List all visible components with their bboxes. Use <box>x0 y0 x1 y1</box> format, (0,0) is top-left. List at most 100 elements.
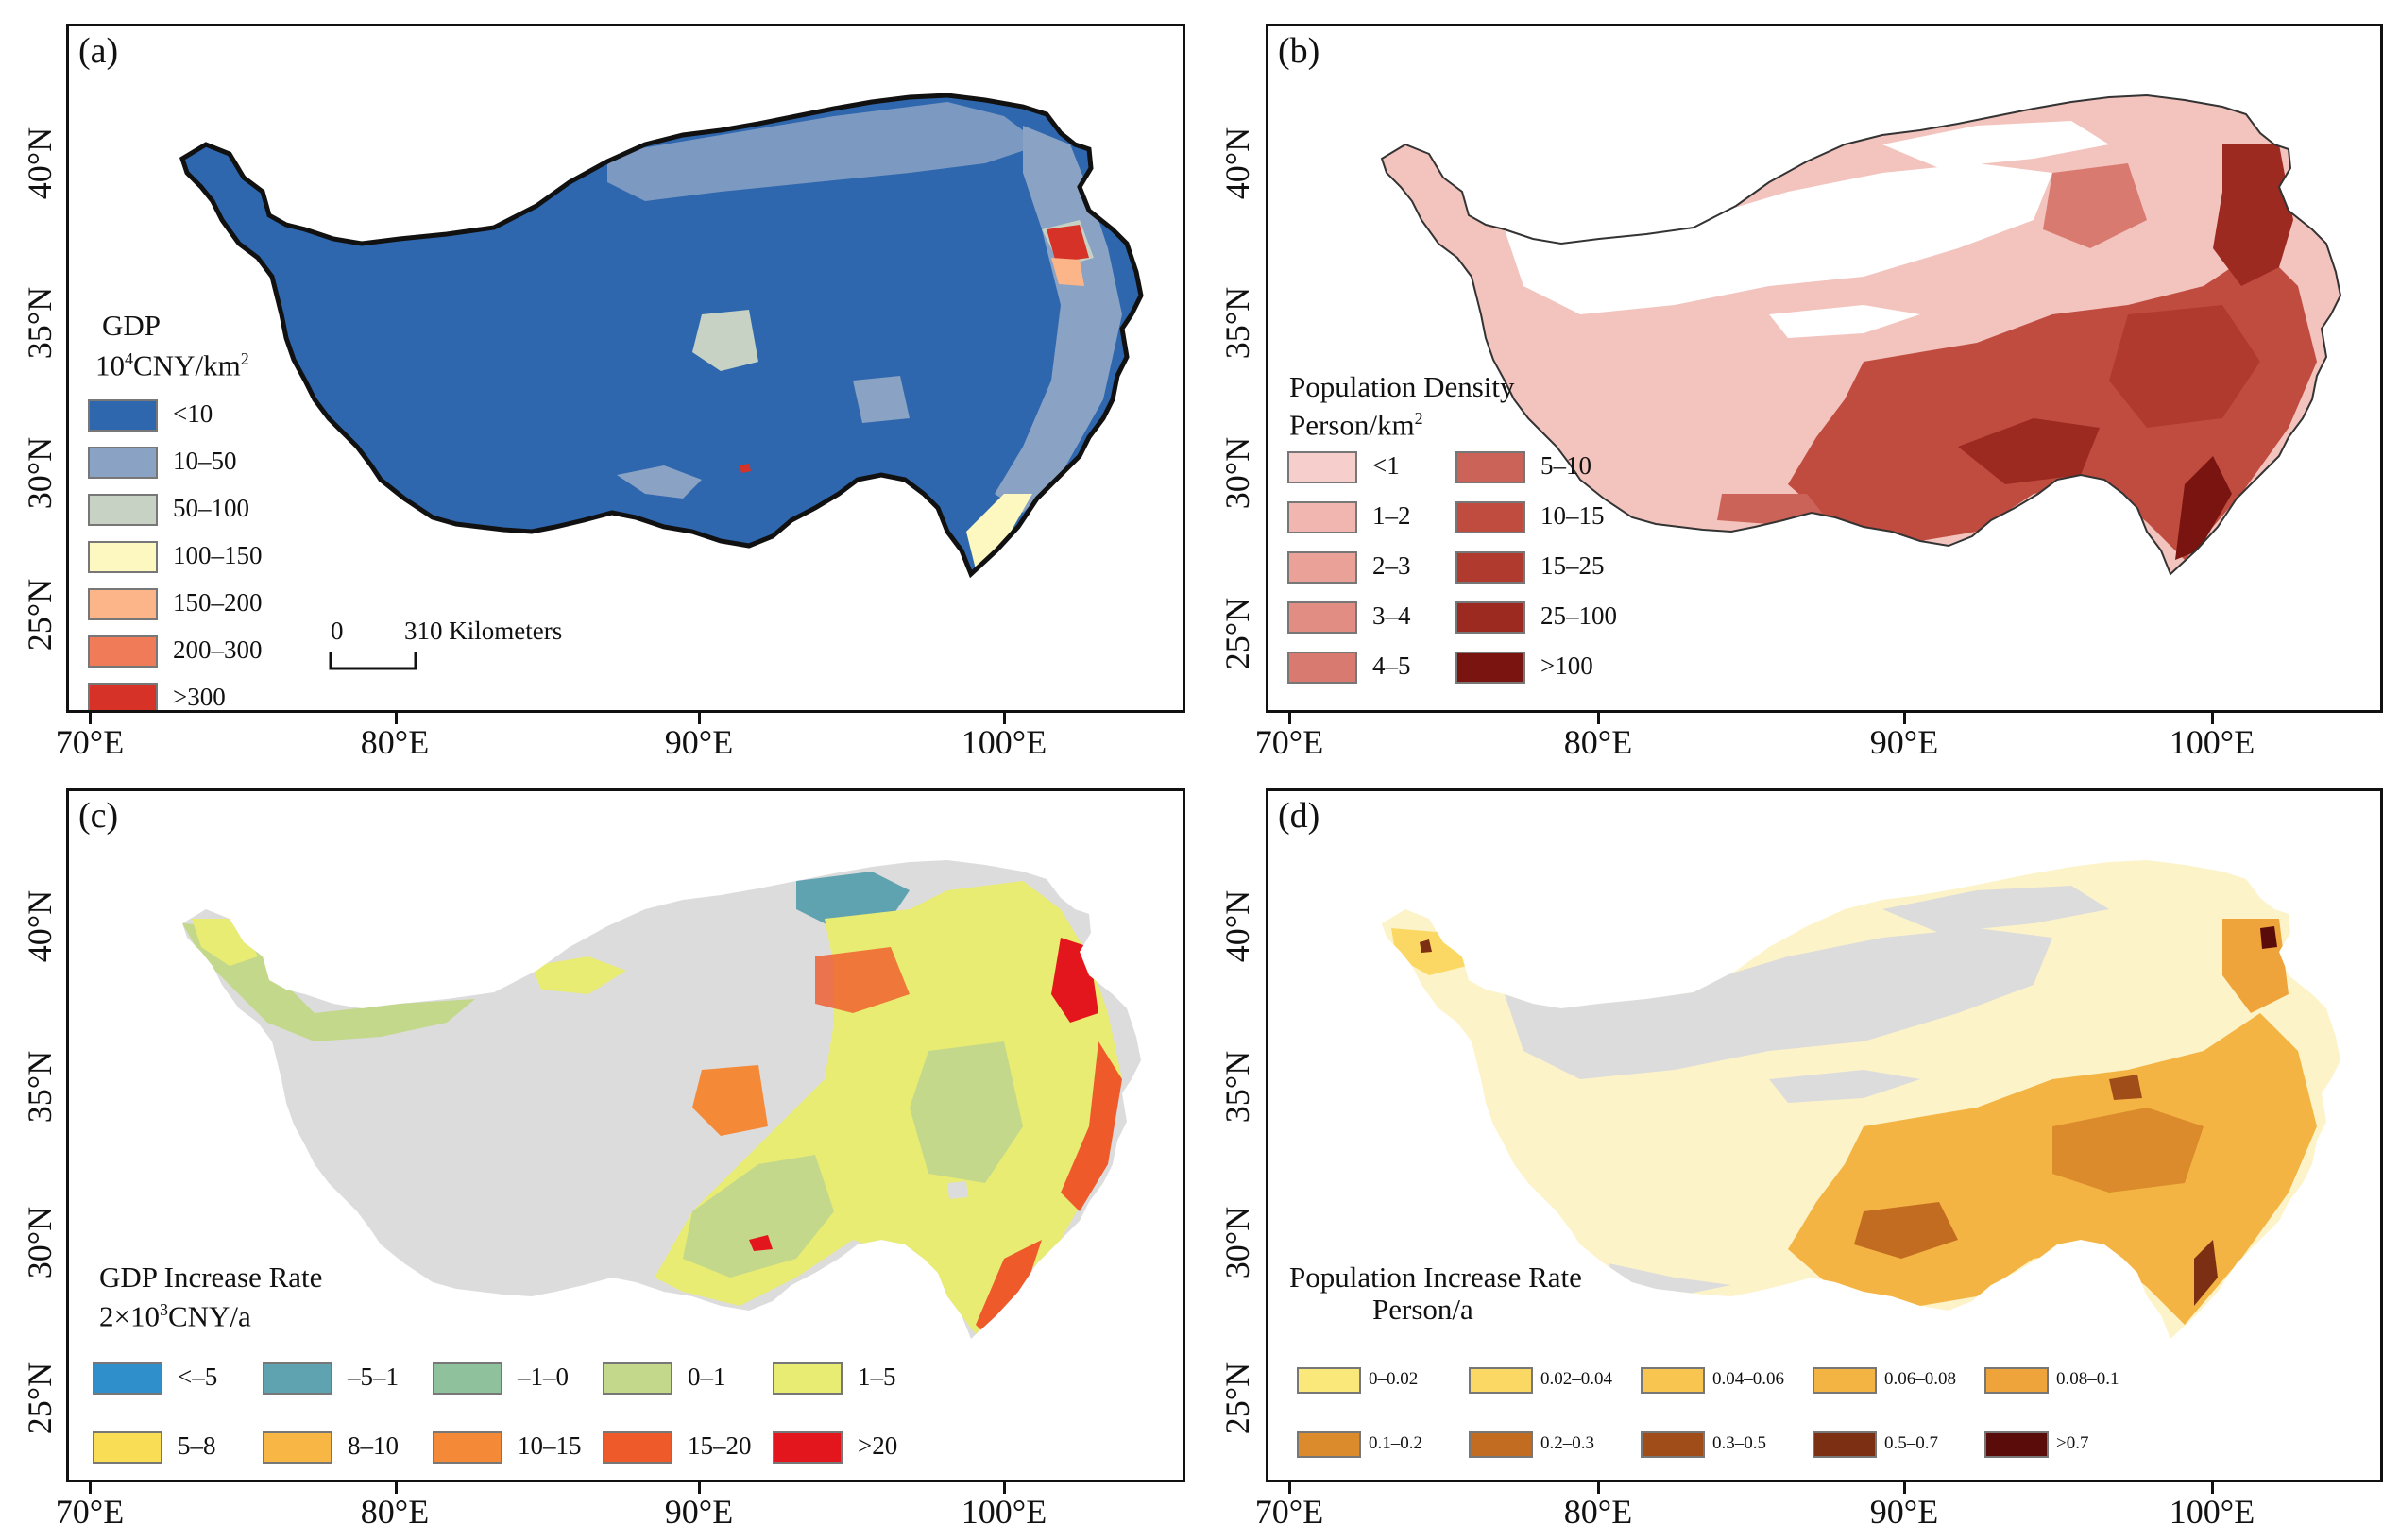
tick-lon-90-d <box>1903 1482 1906 1494</box>
legend-b-left-0-swatch <box>1287 451 1357 483</box>
legend-c-row1-4-label: 1–5 <box>858 1362 896 1391</box>
legend-b-right-4-swatch <box>1455 652 1525 684</box>
legend-c-row2-0-swatch <box>93 1431 162 1464</box>
tibet-gdp-map <box>69 26 1185 713</box>
tibet-gdp-increase-map <box>182 860 1141 1339</box>
legend-b-left-0-label: <1 <box>1372 451 1400 480</box>
lat-label-40-b: 40°N <box>1218 127 1256 200</box>
panel-d: 40°N 35°N 30°N 25°N (d) <box>1200 765 2400 1540</box>
tick-lon-80-a <box>395 713 398 724</box>
lat-label-40: 40°N <box>21 127 59 200</box>
panel-b: 40°N 35°N 30°N 25°N (b) Population Densi… <box>1200 0 2400 765</box>
panel-c: 40°N 35°N 30°N 25°N (c) <box>0 765 1200 1540</box>
lat-label-30-d: 30°N <box>1218 1206 1256 1279</box>
lon-label-70-b: 70°E <box>1254 723 1324 761</box>
legend-d-row1-3-swatch <box>1813 1367 1877 1394</box>
legend-a-item-0-swatch <box>88 399 158 432</box>
legend-c-row2-3-label: 15–20 <box>688 1431 752 1460</box>
legend-c-row2-3-swatch <box>603 1431 672 1464</box>
legend-a-item-4-label: 150–200 <box>173 588 263 617</box>
legend-a-item-2-swatch <box>88 494 158 526</box>
map-frame-d: (d) Population Increase Rate Per <box>1266 788 2383 1482</box>
legend-a-item-3-swatch <box>88 541 158 573</box>
legend-b-left-4-swatch <box>1287 652 1357 684</box>
lat-label-40-d: 40°N <box>1218 889 1256 963</box>
legend-d-row2-4-label: >0.7 <box>2056 1433 2089 1453</box>
legend-title-c-1: GDP Increase Rate <box>99 1261 323 1294</box>
legend-c-row2-0-label: 5–8 <box>178 1431 216 1460</box>
map-frame-a: (a) GDP 104CNY/km2 <10 10–50 50–100 100–150… <box>66 24 1185 713</box>
tick-lon-100-b <box>2211 713 2214 724</box>
legend-a-item-2-label: 50–100 <box>173 494 249 522</box>
legend-title-b-2: Person/km2 <box>1289 408 1423 442</box>
legend-b-left-2-label: 2–3 <box>1372 551 1411 580</box>
panel-label-a: (a) <box>78 31 119 71</box>
panel-label-b: (b) <box>1278 31 1320 71</box>
legend-a-item-5-swatch <box>88 635 158 668</box>
legend-b-left-2-swatch <box>1287 551 1357 584</box>
legend-b-right-0-swatch <box>1455 451 1525 483</box>
legend-c-row1-0-swatch <box>93 1362 162 1395</box>
legend-b-left-3-swatch <box>1287 601 1357 634</box>
legend-c-row2-2-label: 10–15 <box>518 1431 582 1460</box>
legend-title-a-2: 104CNY/km2 <box>95 348 249 382</box>
legend-c-row1-2-label: –1–0 <box>518 1362 569 1391</box>
tick-lon-80-c <box>395 1482 398 1494</box>
lon-label-70-a: 70°E <box>55 723 125 761</box>
lon-label-80-d: 80°E <box>1563 1493 1633 1531</box>
legend-c-row2-2-swatch <box>433 1431 502 1464</box>
legend-a-item-6-swatch <box>88 683 158 710</box>
legend-a-item-0-label: <10 <box>173 399 213 428</box>
legend-d-row1-4-swatch <box>1984 1367 2049 1394</box>
panel-a: 40°N 35°N 30°N 25°N (a) GDP 104CNY/km2 <… <box>0 0 1200 765</box>
legend-d-row2-2-swatch <box>1641 1431 1705 1458</box>
legend-b-left-1-label: 1–2 <box>1372 501 1411 530</box>
panel-label-c: (c) <box>78 796 119 836</box>
legend-d-row1-4-label: 0.08–0.1 <box>2056 1369 2119 1389</box>
legend-c-row1-4-swatch <box>773 1362 843 1395</box>
lon-label-100-b: 100°E <box>2169 723 2255 761</box>
legend-d-row1-1-label: 0.02–0.04 <box>1540 1369 1612 1389</box>
lon-label-100-d: 100°E <box>2169 1493 2255 1531</box>
legend-d-row2-4-swatch <box>1984 1431 2049 1458</box>
legend-b-right-0-label: 5–10 <box>1540 451 1591 480</box>
legend-b-right-3-swatch <box>1455 601 1525 634</box>
tibet-population-increase-map <box>1382 860 2340 1339</box>
lon-label-90-d: 90°E <box>1869 1493 1939 1531</box>
tick-lon-90-a <box>698 713 701 724</box>
legend-d-row1-0-label: 0–0.02 <box>1369 1369 1419 1389</box>
lon-label-80-a: 80°E <box>360 723 430 761</box>
legend-d-row2-3-label: 0.5–0.7 <box>1884 1433 1938 1453</box>
lat-label-35-d: 35°N <box>1218 1050 1256 1124</box>
tick-lon-70-c <box>89 1482 92 1494</box>
tibet-population-density-map <box>1381 94 2341 575</box>
tick-lon-100-d <box>2211 1482 2214 1494</box>
tick-lon-100-a <box>1003 713 1006 724</box>
scale-zero: 0 <box>331 617 344 645</box>
legend-b-right-3-label: 25–100 <box>1540 601 1617 630</box>
legend-c-row1-3-swatch <box>603 1362 672 1395</box>
legend-c-row2-4-label: >20 <box>858 1431 898 1460</box>
lon-label-70-d: 70°E <box>1254 1493 1324 1531</box>
lat-label-35: 35°N <box>21 286 59 360</box>
legend-c-row1-1-label: –5–1 <box>348 1362 399 1391</box>
scale-bar <box>329 652 417 670</box>
lon-label-100-c: 100°E <box>961 1493 1047 1531</box>
tick-lon-80-d <box>1597 1482 1600 1494</box>
lon-label-90-a: 90°E <box>664 723 734 761</box>
legend-b-right-4-label: >100 <box>1540 652 1593 680</box>
legend-a-item-3-label: 100–150 <box>173 541 263 569</box>
tick-lon-70-b <box>1288 713 1291 724</box>
legend-a-item-1-swatch <box>88 447 158 479</box>
tick-lon-100-c <box>1003 1482 1006 1494</box>
lon-label-100-a: 100°E <box>961 723 1047 761</box>
legend-c-row1-0-label: <–5 <box>178 1362 218 1391</box>
legend-c-row2-4-swatch <box>773 1431 843 1464</box>
lon-label-90-c: 90°E <box>664 1493 734 1531</box>
lat-label-25-c: 25°N <box>21 1362 59 1435</box>
legend-b-right-2-swatch <box>1455 551 1525 584</box>
legend-b-left-4-label: 4–5 <box>1372 652 1411 680</box>
legend-d-row2-2-label: 0.3–0.5 <box>1712 1433 1766 1453</box>
legend-a-item-4-swatch <box>88 588 158 620</box>
lon-label-70-c: 70°E <box>55 1493 125 1531</box>
